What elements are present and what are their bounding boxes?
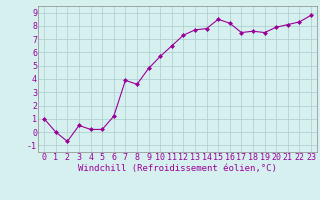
X-axis label: Windchill (Refroidissement éolien,°C): Windchill (Refroidissement éolien,°C) bbox=[78, 164, 277, 173]
